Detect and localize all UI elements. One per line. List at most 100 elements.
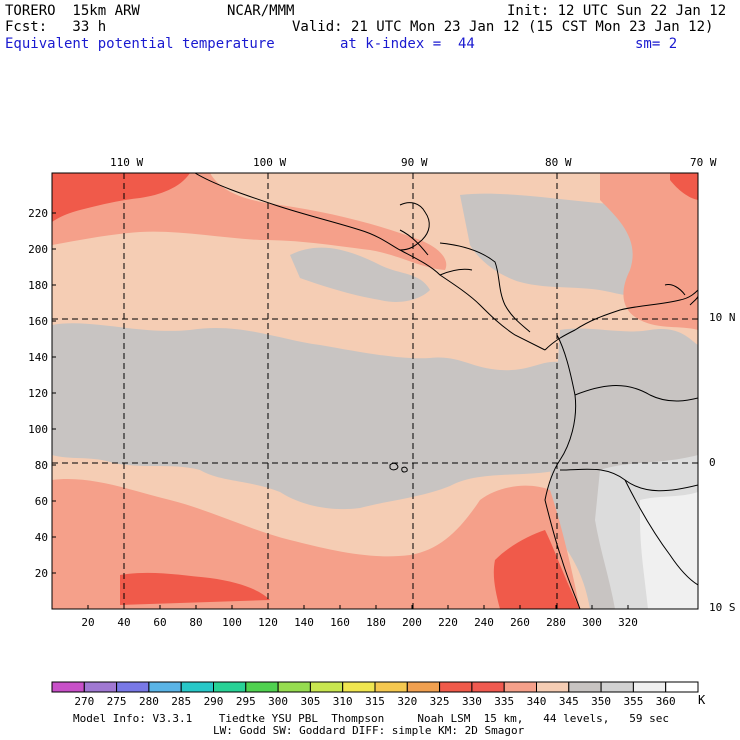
model-info-line1: Model Info: V3.3.1 Tiedtke YSU PBL Thomp… (73, 712, 670, 725)
coast-mexico-central-america (194, 173, 546, 351)
colorbar-label: 340 (527, 695, 547, 708)
x-tick-label: 40 (117, 616, 130, 629)
colorbar-box (245, 681, 279, 693)
x-tick-label: 180 (366, 616, 386, 629)
coast-south-america-north (544, 289, 698, 351)
map-frame (51, 172, 699, 610)
colorbar-box (213, 681, 247, 693)
border-central-america (399, 229, 473, 276)
field-region-red-northeast (670, 173, 698, 200)
lon-label-110w: 110 W (110, 156, 144, 169)
colorbar-label: 320 (397, 695, 417, 708)
colorbar-box (568, 681, 602, 693)
colorbar-box (51, 681, 85, 693)
colorbar-label: 355 (623, 695, 643, 708)
y-tick-label: 100 (28, 423, 48, 436)
colorbar-label: 315 (365, 695, 385, 708)
x-tick-label: 160 (330, 616, 350, 629)
colorbar-label: 330 (462, 695, 482, 708)
colorbar-box (439, 681, 473, 693)
colorbar-box (342, 681, 376, 693)
colorbar-label: 325 (430, 695, 450, 708)
init-time: Init: 12 UTC Sun 22 Jan 12 (507, 3, 727, 19)
y-tick-label: 140 (28, 351, 48, 364)
colorbar-box (309, 681, 344, 693)
x-axis-labels: 20 40 60 80 100 120 140 160 180 200 220 240 260 280 30… (81, 616, 638, 629)
colorbar-labels: 270 275 280 285 290 295 300 305 310 315 320 325 330 3… (74, 695, 675, 708)
y-tick-label: 80 (35, 459, 48, 472)
x-tick-label: 300 (582, 616, 602, 629)
x-tick-label: 320 (618, 616, 638, 629)
coast-caribbean-central-america (439, 242, 531, 333)
coast-galapagos (389, 462, 408, 473)
border-peru-brazil (624, 479, 698, 586)
y-tick-label: 180 (28, 279, 48, 292)
lat-label-10n: 10 N (709, 311, 736, 324)
model-name: TORERO 15km ARW (5, 3, 140, 19)
theta-e-field (52, 173, 698, 609)
colorbar-boxes (51, 681, 699, 693)
field-region-white (640, 492, 698, 609)
colorbar-label: 270 (74, 695, 94, 708)
x-tick-label: 280 (546, 616, 566, 629)
colorbar-box (632, 681, 667, 693)
y-tick-label: 60 (35, 495, 48, 508)
field-region-salmon-north (52, 173, 447, 270)
colorbar-box (406, 681, 441, 693)
colorbar-box (665, 681, 699, 693)
smoothing-info: sm= 2 (635, 36, 678, 52)
colorbar-box (536, 681, 570, 693)
x-tick-label: 120 (258, 616, 278, 629)
colorbar-label: 295 (236, 695, 256, 708)
x-tick-label: 60 (153, 616, 166, 629)
colorbar-box (600, 681, 634, 693)
valid-time: Valid: 21 UTC Mon 23 Jan 12 (15 CST Mon … (292, 19, 714, 35)
colorbar-label: 345 (559, 695, 579, 708)
colorbar-box (503, 681, 538, 693)
colorbar-box (180, 681, 214, 693)
colorbar-box (148, 681, 182, 693)
coastlines (194, 173, 698, 609)
field-region-red-peru (493, 530, 580, 609)
field-name: Equivalent potential temperature (5, 36, 275, 52)
colorbar-label: 300 (268, 695, 288, 708)
x-tick-label: 100 (222, 616, 242, 629)
forecast-hour: Fcst: 33 h (5, 19, 107, 35)
x-tick-label: 200 (402, 616, 422, 629)
lon-label-100w: 100 W (253, 156, 287, 169)
coast-colombia-ecuador-peru (544, 334, 581, 609)
colorbar-box (374, 681, 408, 693)
x-tick-label: 260 (510, 616, 530, 629)
x-tick-label: 140 (294, 616, 314, 629)
y-tick-label: 20 (35, 567, 48, 580)
colorbar-box (83, 681, 118, 693)
colorbar-label: 285 (171, 695, 191, 708)
x-tick-label: 20 (81, 616, 94, 629)
colorbar-box (277, 681, 311, 693)
y-tick-label: 40 (35, 531, 48, 544)
colorbar-label: 350 (591, 695, 611, 708)
colorbar-label: 290 (204, 695, 224, 708)
border-colombia-ecuador (574, 385, 698, 402)
colorbar-label: 360 (656, 695, 676, 708)
lon-label-90w: 90 W (401, 156, 428, 169)
colorbar-box (471, 681, 505, 693)
lat-label-10s: 10 S (709, 601, 736, 614)
colorbar-label: 310 (333, 695, 353, 708)
field-region-red-northwest (52, 173, 190, 222)
field-region-salmon-northeast (600, 173, 698, 330)
level-info: at k-index = 44 (340, 36, 475, 52)
lat-label-0: 0 (709, 456, 716, 469)
colorbar-label: 335 (494, 695, 514, 708)
colorbar-label: 305 (300, 695, 320, 708)
coast-yucatan (399, 202, 430, 251)
colorbar-label: 280 (139, 695, 159, 708)
y-axis-ticks (52, 212, 56, 574)
x-tick-label: 80 (189, 616, 202, 629)
field-region-gray-north (290, 247, 430, 302)
lon-label-70w: 70 W (690, 156, 717, 169)
x-axis-ticks (87, 605, 629, 609)
y-tick-label: 120 (28, 387, 48, 400)
